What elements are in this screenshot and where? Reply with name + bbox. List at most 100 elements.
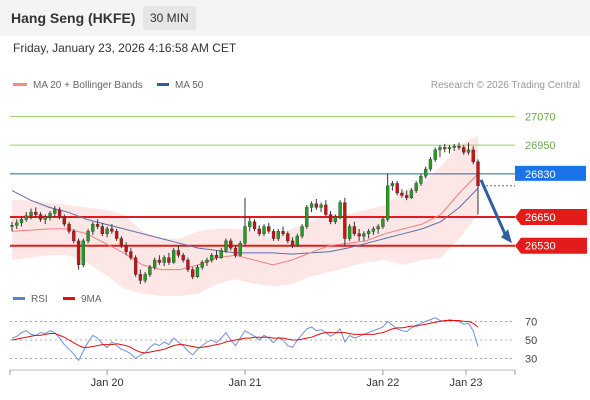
candles-group bbox=[10, 142, 480, 285]
candle-body bbox=[81, 240, 86, 266]
ma9-swatch bbox=[63, 296, 75, 300]
candle-body bbox=[72, 231, 76, 242]
x-tick-label: Jan 22 bbox=[366, 377, 399, 389]
candle-body bbox=[447, 147, 452, 149]
candle-body bbox=[243, 226, 247, 244]
legend-item-rsi: RSI bbox=[13, 294, 48, 305]
rsi-tick-label: 50 bbox=[525, 335, 537, 347]
candle-body bbox=[290, 240, 295, 246]
candle-body bbox=[38, 214, 43, 220]
candle-body bbox=[257, 228, 261, 234]
rsi-swatch bbox=[13, 296, 25, 300]
candle-body bbox=[433, 149, 437, 160]
candle-body bbox=[305, 207, 309, 227]
candle-body bbox=[34, 211, 38, 215]
candle-body bbox=[214, 255, 219, 258]
candle-body bbox=[409, 190, 414, 198]
candle-body bbox=[19, 219, 24, 224]
source-credit: Research © 2026 Trading Central bbox=[430, 80, 580, 91]
candle-body bbox=[252, 221, 257, 230]
instrument-title: Hang Seng (HKFE) bbox=[11, 10, 136, 26]
candle-body bbox=[143, 274, 147, 281]
candle-body bbox=[205, 259, 209, 263]
candle-body bbox=[195, 267, 200, 278]
candle-body bbox=[376, 226, 380, 230]
x-tick-label: Jan 20 bbox=[91, 377, 124, 389]
candle-body bbox=[167, 257, 171, 263]
candle-body bbox=[233, 247, 238, 256]
level-label-26950: 26950 bbox=[525, 140, 556, 152]
legend-label-9ma: 9MA bbox=[81, 294, 102, 305]
candle-body bbox=[347, 226, 352, 239]
candle-body bbox=[357, 233, 361, 237]
candle-body bbox=[138, 274, 143, 281]
candle-body bbox=[476, 161, 480, 187]
candle-body bbox=[114, 231, 119, 239]
candle-body bbox=[152, 259, 157, 268]
legend-item-9ma: 9MA bbox=[63, 294, 102, 305]
candle-body bbox=[352, 226, 357, 234]
candle-body bbox=[343, 202, 347, 239]
candle-body bbox=[452, 146, 456, 148]
candle-body bbox=[276, 231, 280, 239]
rsi-tick-label: 70 bbox=[525, 316, 537, 328]
ma50-swatch bbox=[157, 82, 169, 86]
candle-body bbox=[200, 262, 204, 268]
candle-body bbox=[229, 240, 233, 249]
candle-body bbox=[328, 214, 333, 222]
candle-body bbox=[224, 240, 228, 251]
candle-body bbox=[24, 215, 28, 220]
legend-item-ma50: MA 50 bbox=[157, 80, 203, 91]
rsi-tick-label: 30 bbox=[525, 354, 537, 366]
candle-body bbox=[371, 228, 376, 232]
legend-label-rsi: RSI bbox=[31, 294, 48, 305]
candle-body bbox=[262, 226, 266, 234]
candle-body bbox=[105, 228, 109, 234]
candle-body bbox=[238, 243, 242, 256]
candle-body bbox=[86, 231, 90, 242]
candle-body bbox=[176, 250, 181, 256]
candle-body bbox=[171, 250, 176, 263]
candle-body bbox=[424, 168, 428, 177]
candle-body bbox=[314, 203, 319, 208]
candle-body bbox=[419, 176, 423, 184]
candle-body bbox=[157, 259, 162, 263]
candle-body bbox=[362, 233, 366, 237]
candle-body bbox=[248, 221, 252, 227]
candle-body bbox=[210, 255, 214, 261]
candle-body bbox=[366, 231, 371, 234]
bollinger-swatch bbox=[13, 82, 27, 86]
candle-body bbox=[286, 233, 290, 242]
candle-body bbox=[324, 204, 328, 215]
candle-body bbox=[338, 202, 342, 218]
candle-body bbox=[219, 250, 223, 258]
legend-item-bollinger: MA 20 + Bollinger Bands bbox=[13, 80, 143, 91]
level-label-27070: 27070 bbox=[525, 111, 556, 123]
candle-body bbox=[76, 240, 81, 266]
candle-body bbox=[428, 159, 433, 170]
candle-body bbox=[53, 209, 57, 214]
candle-body bbox=[395, 183, 399, 194]
legend-label-ma50: MA 50 bbox=[175, 80, 204, 91]
interval-badge[interactable]: 30 MIN bbox=[143, 6, 196, 30]
candle-body bbox=[319, 204, 323, 208]
timestamp: Friday, January 23, 2026 4:16:58 AM CET bbox=[13, 41, 237, 55]
forecast-arrow-shaft bbox=[479, 179, 508, 237]
candle-body bbox=[281, 231, 285, 234]
candle-body bbox=[91, 223, 95, 232]
candle-body bbox=[110, 228, 114, 232]
legend-label-bollinger: MA 20 + Bollinger Bands bbox=[33, 80, 143, 91]
candle-body bbox=[385, 185, 390, 220]
candle-body bbox=[95, 223, 100, 227]
candle-body bbox=[100, 226, 105, 234]
candle-body bbox=[129, 251, 133, 258]
forecast-arrow-head bbox=[501, 229, 512, 244]
candle-body bbox=[191, 269, 195, 278]
x-tick-label: Jan 21 bbox=[228, 377, 261, 389]
level-tag-26830 bbox=[515, 165, 586, 181]
candle-body bbox=[10, 225, 14, 227]
candle-body bbox=[43, 216, 47, 220]
candle-body bbox=[186, 259, 190, 270]
